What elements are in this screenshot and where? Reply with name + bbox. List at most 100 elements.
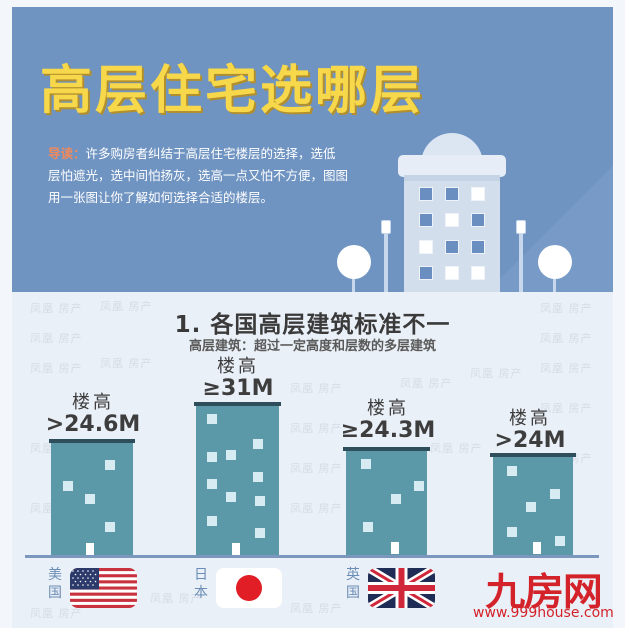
country-char: 英 [346, 567, 360, 583]
intro-paragraph: 导读：许多购房者纠结于高层住宅楼层的选择，选低层怕遮光，选中间怕扬灰，选高一点又… [48, 143, 348, 209]
window-icon [445, 187, 459, 201]
section-title: 1. 各国高层建筑标准不一 [174, 312, 451, 338]
window-icon [226, 492, 236, 502]
watermark: 凤凰 房产 [30, 607, 83, 620]
window-icon [555, 536, 565, 546]
watermark: 凤凰 房产 [400, 377, 453, 390]
country-char: 国 [48, 585, 62, 601]
intro-label: 导读： [48, 146, 86, 161]
watermark: 凤凰 房产 [100, 300, 153, 313]
watermark: 凤凰 房产 [540, 302, 593, 315]
building-fourth [493, 457, 573, 555]
label-prefix: 楼高 [72, 392, 114, 413]
window-icon [445, 240, 459, 254]
window-icon [419, 213, 433, 227]
window-icon [445, 266, 459, 280]
intro-text: 许多购房者纠结于高层住宅楼层的选择，选低层怕遮光，选中间怕扬灰，选高一点又怕不方… [48, 146, 349, 205]
window-icon [507, 466, 517, 476]
watermark: 凤凰 房产 [540, 362, 593, 375]
building-japan [196, 406, 279, 555]
watermark: 凤凰 房产 [290, 422, 343, 435]
country-char: 美 [48, 567, 62, 583]
building-us [51, 443, 133, 555]
page-title: 高层住宅选哪层 [40, 61, 426, 121]
window-icon [471, 187, 485, 201]
window-icon [419, 240, 433, 254]
window-icon [445, 213, 459, 227]
watermark: 凤凰 房产 [430, 442, 483, 455]
watermark: 凤凰 房产 [100, 357, 153, 370]
window-icon [207, 479, 217, 489]
watermark: 凤凰 房产 [30, 362, 83, 375]
site-url: www.999house.com [473, 605, 614, 621]
window-icon [361, 459, 371, 469]
uk-flag-icon [368, 568, 435, 608]
country-label-uk: 英 国 [346, 566, 362, 602]
country-char: 日 [194, 567, 208, 583]
building-label-us: 楼高 >24.6M [45, 392, 141, 436]
lamp-head-icon [516, 220, 526, 234]
building-label-uk: 楼高 ≥24.3M [340, 398, 436, 442]
building-roof [49, 439, 135, 443]
country-label-japan: 日 本 [194, 566, 210, 602]
building-cap-icon [398, 155, 506, 177]
window-icon [471, 213, 485, 227]
lamp-head-icon [381, 220, 391, 234]
street-lamp-icon [384, 228, 388, 292]
ground-line [25, 555, 599, 558]
window-icon [105, 522, 115, 532]
watermark: 凤凰 房产 [30, 332, 83, 345]
window-icon [253, 439, 263, 449]
window-icon [105, 460, 115, 470]
site-logo: 九房网 [485, 570, 603, 614]
watermark: 凤凰 房产 [290, 382, 343, 395]
street-lamp-icon [519, 228, 523, 292]
watermark: 凤凰 房产 [540, 332, 593, 345]
country-char: 国 [346, 585, 360, 601]
watermark: 凤凰 房产 [150, 592, 203, 605]
window-icon [63, 481, 73, 491]
japan-flag-icon [216, 568, 282, 608]
watermark: 凤凰 房产 [470, 367, 523, 380]
building-band [404, 175, 500, 181]
window-icon [414, 481, 424, 491]
building-label-japan: 楼高 ≥31M [193, 356, 283, 400]
window-icon [419, 187, 433, 201]
country-label-us: 美 国 [48, 566, 64, 602]
window-icon [419, 266, 433, 280]
window-icon [471, 240, 485, 254]
window-icon [253, 472, 263, 482]
tree-icon [538, 245, 572, 279]
label-height: ≥31M [202, 376, 274, 401]
label-height: >24.6M [45, 412, 141, 437]
building-roof [490, 453, 576, 457]
door-icon [232, 543, 240, 555]
label-height: >24M [494, 428, 566, 453]
label-prefix: 楼高 [367, 398, 409, 419]
window-icon [255, 496, 265, 506]
building-label-fourth: 楼高 >24M [485, 408, 575, 452]
watermark: 凤凰 房产 [290, 502, 343, 515]
watermark: 凤凰 房产 [30, 302, 83, 315]
building-roof [343, 447, 430, 451]
window-icon [507, 527, 517, 537]
window-icon [526, 502, 536, 512]
us-flag-icon [70, 568, 137, 608]
tree-icon [337, 245, 371, 279]
window-icon [255, 528, 265, 538]
window-icon [207, 414, 217, 424]
window-icon [226, 450, 236, 460]
window-icon [363, 522, 373, 532]
watermark: 凤凰 房产 [540, 402, 593, 415]
label-prefix: 楼高 [217, 356, 259, 377]
window-icon [471, 266, 485, 280]
building-roof [194, 402, 281, 406]
building-uk [346, 451, 427, 555]
section-subtitle: 高层建筑：超过一定高度和层数的多层建筑 [188, 339, 436, 354]
window-icon [550, 489, 560, 499]
watermark: 凤凰 房产 [290, 462, 343, 475]
window-icon [207, 452, 217, 462]
door-icon [391, 542, 399, 554]
watermark: 凤凰 房产 [290, 602, 343, 615]
label-height: ≥24.3M [340, 418, 436, 443]
